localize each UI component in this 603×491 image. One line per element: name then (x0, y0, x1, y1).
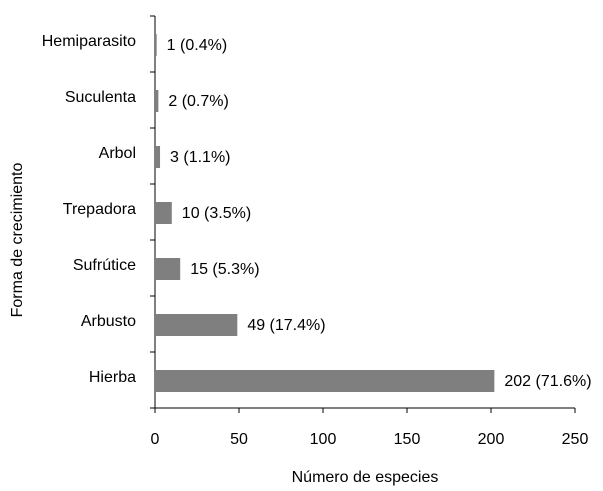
y-tick-label: Trepadora (63, 201, 136, 218)
value-label: 10 (3.5%) (182, 205, 251, 222)
value-label: 202 (71.6%) (504, 373, 591, 390)
y-tick-label: Hierba (89, 369, 136, 386)
y-axis-label: Forma de crecimiento (9, 163, 26, 318)
bar (155, 370, 495, 392)
x-tick-label: 150 (394, 431, 421, 448)
y-tick-label: Arbusto (81, 313, 136, 330)
y-tick-label: Arbol (99, 145, 136, 162)
bar (155, 34, 157, 56)
y-tick-label: Suculenta (65, 89, 136, 106)
value-label: 49 (17.4%) (247, 317, 325, 334)
bar (155, 90, 159, 112)
x-tick-label: 100 (310, 431, 337, 448)
y-tick-label: Hemiparasito (42, 33, 136, 50)
x-tick-label: 0 (151, 431, 160, 448)
value-label: 3 (1.1%) (170, 149, 230, 166)
value-label: 15 (5.3%) (190, 261, 259, 278)
x-tick-label: 200 (478, 431, 505, 448)
bar (155, 202, 172, 224)
x-tick-label: 50 (230, 431, 248, 448)
y-tick-label: Sufrútice (73, 257, 136, 274)
bar (155, 314, 238, 336)
bar (155, 258, 181, 280)
x-axis-label: Número de especies (292, 469, 439, 486)
value-label: 2 (0.7%) (168, 93, 228, 110)
bar (155, 146, 161, 168)
value-label: 1 (0.4%) (167, 37, 227, 54)
x-tick-label: 250 (562, 431, 589, 448)
